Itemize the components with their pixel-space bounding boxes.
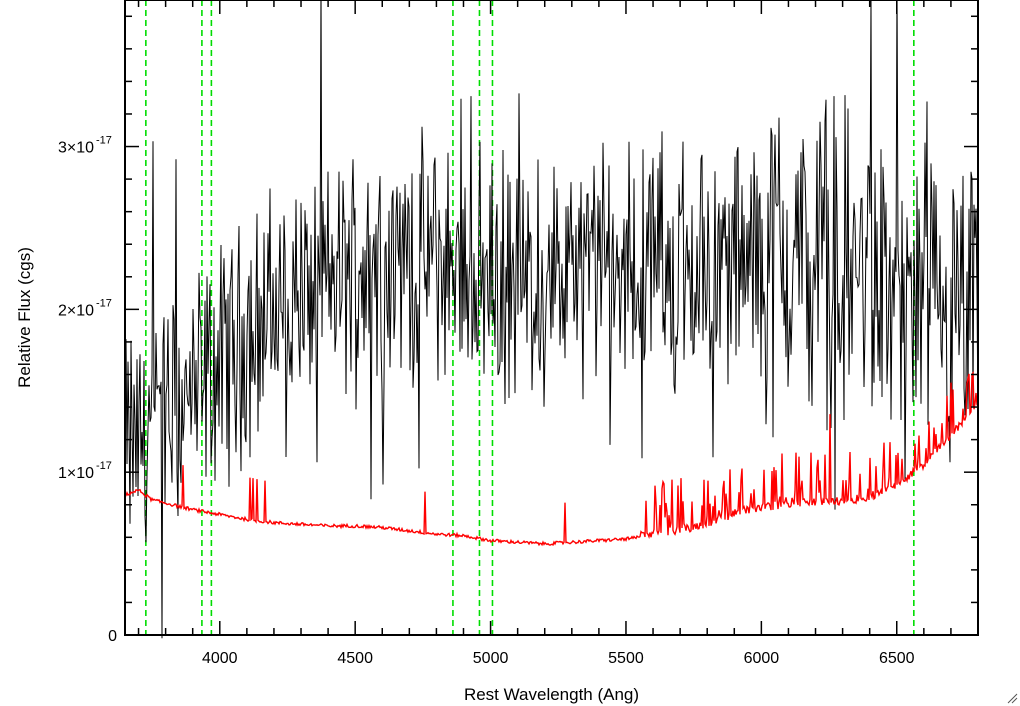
- y-tick-exponent: -17: [96, 135, 112, 147]
- flux-series-line: [124, 0, 979, 639]
- x-tick-label: 4500: [337, 650, 373, 667]
- x-tick-labels: 4000 4500 5000 5500 6000 6500: [202, 650, 915, 667]
- axes-box: [124, 0, 979, 636]
- y-axis-title: Relative Flux (cgs): [15, 247, 34, 388]
- ticks: [125, 0, 979, 636]
- y-tick-label: 3×10: [58, 140, 94, 157]
- y-tick-label: 2×10: [58, 302, 94, 319]
- y-tick-label: 1×10: [58, 465, 94, 482]
- y-tick-exponent: -17: [96, 460, 112, 472]
- x-axis-title: Rest Wavelength (Ang): [464, 685, 639, 704]
- x-tick-label: 6000: [744, 650, 780, 667]
- x-tick-label: 6500: [879, 650, 915, 667]
- y-tick-exponent: -17: [96, 297, 112, 309]
- x-tick-label: 4000: [202, 650, 238, 667]
- error-series-line: [124, 370, 979, 547]
- plot-area: [124, 0, 979, 639]
- y-tick-label: 0: [108, 628, 117, 645]
- resize-grip-icon[interactable]: [1006, 692, 1018, 704]
- y-tick-labels: 01×10 -172×10 -173×10 -17: [58, 135, 117, 645]
- marker-lines: [145, 0, 915, 635]
- x-tick-label: 5000: [473, 650, 509, 667]
- x-tick-label: 5500: [608, 650, 644, 667]
- series-layer: [124, 0, 979, 639]
- plot-frame: [124, 0, 979, 636]
